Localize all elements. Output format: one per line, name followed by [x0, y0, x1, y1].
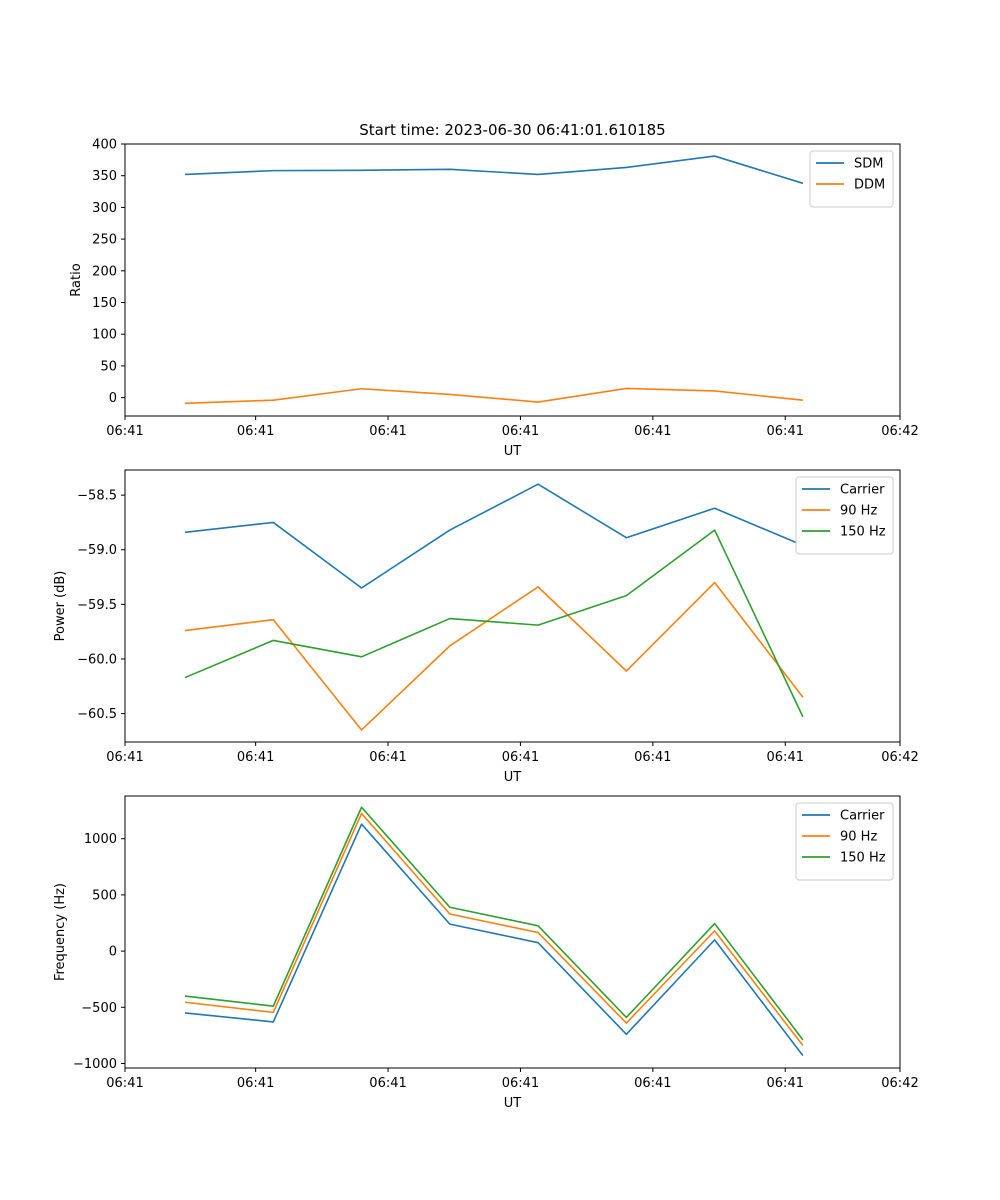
chart-panel-2: −60.5 −60.0 −59.5 −59.0 −58.5 06:41 06:41 06:41…	[53, 469, 919, 785]
legend-label: DDM	[854, 178, 885, 193]
x-tick-label: 06:41	[634, 750, 671, 765]
y-tick-label: 50	[100, 359, 117, 374]
series-line-90-hz	[184, 581, 804, 731]
y-axis-label: Frequency (Hz)	[53, 883, 68, 981]
plot-frame	[124, 795, 901, 1069]
x-axis-label: UT	[504, 770, 522, 785]
x-tick-label: 06:42	[881, 750, 918, 765]
x-tick-label: 06:41	[369, 1076, 406, 1091]
legend-label: 90 Hz	[840, 504, 877, 519]
y-axis-label: Ratio	[69, 263, 84, 296]
legend-box	[809, 150, 894, 208]
x-tick-label: 06:42	[881, 1076, 918, 1091]
y-tick-label: 0	[109, 945, 117, 960]
x-axis-label: UT	[504, 444, 522, 459]
y-tick-label: −60.5	[77, 707, 117, 722]
series-line-carrier	[184, 483, 804, 589]
legend: SDM DDM	[809, 150, 894, 208]
x-tick-label: 06:41	[369, 424, 406, 439]
x-tick-label: 06:41	[634, 424, 671, 439]
legend-label: 150 Hz	[840, 525, 886, 540]
x-tick-label: 06:41	[634, 1076, 671, 1091]
chart-title: Start time: 2023-06-30 06:41:01.610185	[359, 121, 665, 139]
legend: Carrier 90 Hz 150 Hz	[795, 476, 894, 555]
series-line-sdm	[184, 155, 804, 185]
series-line-90-hz	[184, 812, 804, 1047]
y-tick-label: 250	[92, 233, 117, 248]
y-tick-label: 100	[92, 328, 117, 343]
y-tick-label: 350	[92, 169, 117, 184]
x-tick-label: 06:41	[502, 1076, 539, 1091]
series-line-150-hz	[184, 529, 804, 718]
x-tick-label: 06:41	[237, 750, 274, 765]
legend-box	[795, 802, 894, 881]
y-tick-label: 150	[92, 296, 117, 311]
x-axis-label: UT	[504, 1096, 522, 1111]
series-line-carrier	[184, 823, 804, 1057]
y-tick-label: −60.0	[77, 652, 117, 667]
plot-frame	[124, 469, 901, 743]
y-tick-label: −58.5	[77, 489, 117, 504]
y-tick-label: 500	[92, 888, 117, 903]
series-line-150-hz	[184, 806, 804, 1041]
y-tick-label: 400	[92, 138, 117, 153]
x-tick-label: 06:41	[106, 1076, 143, 1091]
legend-label: SDM	[854, 157, 883, 172]
x-tick-label: 06:41	[237, 424, 274, 439]
x-tick-label: 06:41	[106, 424, 143, 439]
y-tick-label: −1000	[73, 1057, 117, 1072]
x-tick-label: 06:41	[237, 1076, 274, 1091]
legend-label: Carrier	[840, 809, 885, 824]
y-tick-label: −500	[81, 1001, 117, 1016]
x-tick-label: 06:41	[502, 424, 539, 439]
y-tick-label: −59.5	[77, 598, 117, 613]
y-tick-label: 300	[92, 201, 117, 216]
x-tick-label: 06:42	[881, 424, 918, 439]
x-tick-label: 06:41	[767, 1076, 804, 1091]
chart-panel-1: 0 50 100 150 200 250 300 350 400 06:41 06:41 06:41 0…	[69, 121, 919, 459]
x-tick-label: 06:41	[767, 424, 804, 439]
x-tick-label: 06:41	[502, 750, 539, 765]
y-tick-label: 0	[109, 391, 117, 406]
y-tick-label: 200	[92, 264, 117, 279]
plot-frame	[124, 143, 901, 417]
series-line-ddm	[184, 387, 803, 405]
legend-box	[795, 476, 894, 555]
legend-label: Carrier	[840, 483, 885, 498]
legend-label: 150 Hz	[840, 851, 886, 866]
y-axis-label: Power (dB)	[53, 571, 68, 642]
legend-label: 90 Hz	[840, 830, 877, 845]
y-tick-label: −59.0	[77, 543, 117, 558]
y-tick-label: 1000	[84, 832, 117, 847]
x-tick-label: 06:41	[369, 750, 406, 765]
x-tick-label: 06:41	[106, 750, 143, 765]
chart-panel-3: −1000 −500 0 500 1000 06:41 06:41 06:41 06:41 06:…	[53, 795, 919, 1111]
legend: Carrier 90 Hz 150 Hz	[795, 802, 894, 881]
x-tick-label: 06:41	[767, 750, 804, 765]
